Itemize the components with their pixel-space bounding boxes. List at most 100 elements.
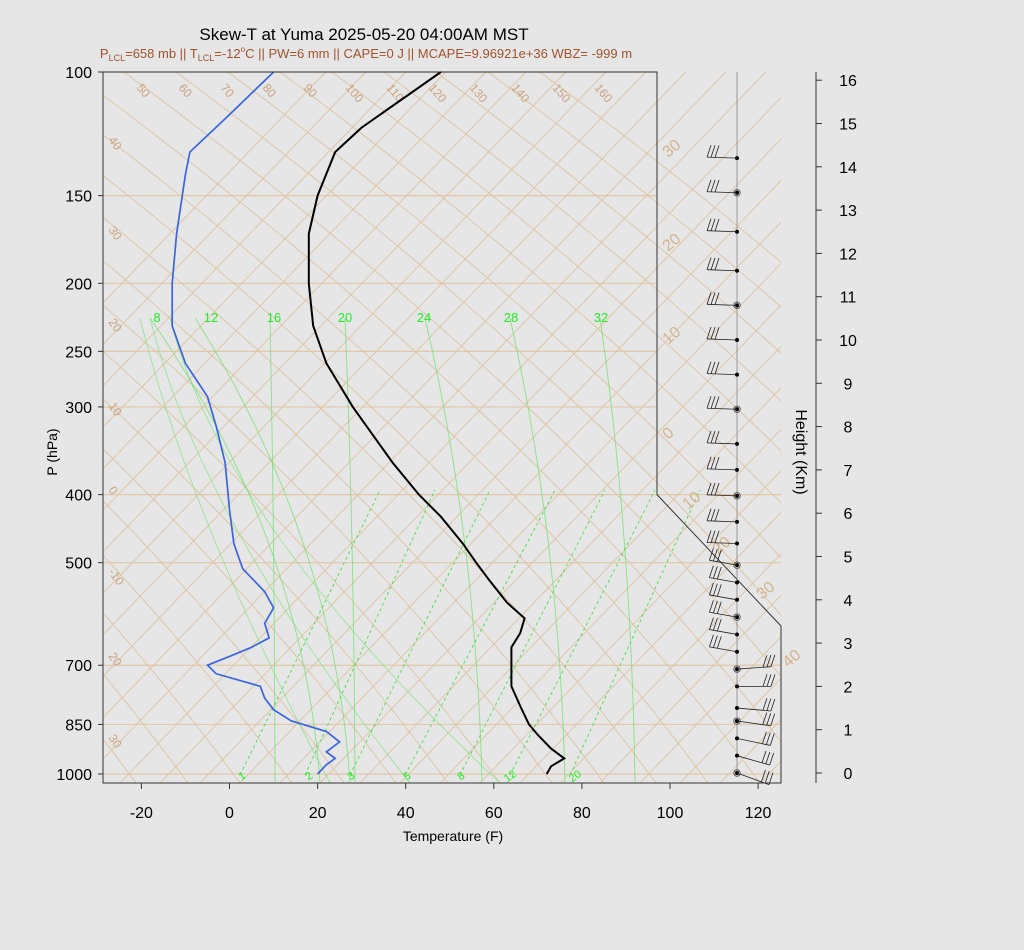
mixing-ratio-bottom-label: 12 <box>502 768 519 785</box>
dry-adiabat-line <box>103 738 137 783</box>
height-tick-label: 10 <box>839 333 857 350</box>
isotherm-left-label: 20 <box>106 650 125 669</box>
height-tick-label: 13 <box>839 203 857 220</box>
wind-barb-shaft <box>707 338 738 341</box>
wind-barb-shaft <box>707 230 738 233</box>
wind-barb-shaft <box>707 373 738 376</box>
wind-barb-flag <box>714 292 720 305</box>
wind-barb-flag <box>706 396 712 409</box>
x-tick-label: 100 <box>657 805 684 822</box>
moist-adiabat-grid <box>139 317 636 783</box>
wind-barb-shaft <box>707 520 738 523</box>
mixing-ratio-bottom-label: 20 <box>567 768 584 785</box>
mixing-ratio-top-label: 32 <box>594 310 608 325</box>
moist-adiabat-line <box>269 317 276 783</box>
wind-barb-flag <box>706 257 712 270</box>
wind-barb-flag <box>710 482 716 496</box>
wind-barb-flag <box>714 457 720 470</box>
mixing-ratio-bottom-label: 3 <box>345 770 357 783</box>
y-tick-label: 150 <box>65 189 92 206</box>
isotherm-left-label: -10 <box>106 566 128 589</box>
wind-barb-flag <box>770 654 776 667</box>
wind-barb-flag <box>769 752 775 766</box>
mixing-ratio-bottom-label: 2 <box>303 770 315 783</box>
isotherm-line <box>319 304 781 783</box>
wind-barb-flag <box>706 508 712 521</box>
mixing-ratio-top-label: 24 <box>417 310 431 325</box>
wind-barb-flag <box>769 733 775 746</box>
wind-barb-flag <box>706 218 712 231</box>
wind-barb-flag <box>762 655 768 668</box>
wind-barb-flag <box>765 732 771 745</box>
chart-title: Skew-T at Yuma 2025-05-20 04:00AM MST <box>199 25 528 44</box>
height-tick-label: 9 <box>844 376 853 393</box>
x-tick-label: 20 <box>309 805 327 822</box>
dry-adiabat-line <box>383 72 781 402</box>
wind-barb-flag <box>716 601 722 614</box>
isotherm-line <box>103 72 567 553</box>
moist-adiabat-line <box>344 317 356 783</box>
wind-barb-flag <box>714 327 720 340</box>
wind-barb-shaft <box>709 559 738 566</box>
dry-adiabat-line <box>175 72 781 616</box>
isotherm-line <box>103 72 647 636</box>
mixing-ratio-line <box>304 489 436 776</box>
isotherm-line <box>103 72 687 677</box>
isotherm-line <box>359 345 781 783</box>
wind-barb-flag <box>710 257 716 270</box>
height-tick-label: 12 <box>839 246 857 263</box>
wind-barb-shaft <box>707 542 738 544</box>
wind-barb-shaft <box>709 629 738 635</box>
height-tick-label: 6 <box>844 506 853 523</box>
wind-level-ring <box>733 769 741 777</box>
wind-barb-shaft <box>709 594 738 601</box>
wind-barb-flag <box>770 713 776 726</box>
dry-adiabat-label: 130 <box>467 81 491 106</box>
wind-barb-flag <box>716 566 722 580</box>
wind-barb-flag <box>714 218 720 232</box>
isotherm-line <box>103 72 607 594</box>
isotherm-line <box>960 36 1024 783</box>
height-tick-label: 11 <box>840 290 857 307</box>
isotherm-line <box>1000 36 1024 783</box>
dry-adiabat-label: 120 <box>426 81 450 106</box>
dry-adiabat-line <box>539 72 781 263</box>
dry-adiabat-line <box>123 72 781 678</box>
dry-adiabat-line <box>487 72 781 308</box>
wind-barb-shaft <box>736 666 771 670</box>
x-tick-label: 60 <box>485 805 503 822</box>
height-tick-label: 3 <box>844 636 853 653</box>
wind-barb-flag <box>706 292 712 305</box>
height-axis-label: Height (Km) <box>792 409 809 494</box>
wind-barb-flag <box>706 430 712 443</box>
wind-barb-flag <box>716 636 722 649</box>
isotherm-line <box>399 387 781 783</box>
wind-barb-flag <box>709 565 714 578</box>
isotherm-line <box>559 553 781 783</box>
dry-adiabat-line <box>435 72 781 354</box>
y-tick-label: 300 <box>65 400 92 417</box>
isotherm-line <box>103 72 527 511</box>
wind-barb-flag <box>714 361 720 374</box>
dry-adiabat-line <box>103 612 241 783</box>
dry-adiabat-line <box>227 72 781 559</box>
isotherm-line <box>159 138 781 783</box>
wind-barb-flag <box>712 548 718 562</box>
wind-barb-shaft <box>736 720 771 727</box>
subtitle-deg: o <box>241 45 246 54</box>
wind-barb-flag <box>710 430 716 444</box>
height-tick-label: 0 <box>844 766 853 783</box>
wind-barb-flag <box>762 674 768 687</box>
y-tick-label: 400 <box>65 488 92 505</box>
wind-barb-flag <box>770 698 776 712</box>
wind-barb-flag <box>765 751 771 765</box>
wind-barb-flag <box>710 508 716 522</box>
wind-barb-flag <box>709 617 714 630</box>
moist-adiabat-line <box>599 317 636 783</box>
isotherm-line <box>639 636 781 783</box>
isotherm-line <box>719 719 781 783</box>
dry-adiabat-line <box>103 174 709 783</box>
dry-adiabat-line <box>103 350 501 783</box>
wind-barb-shaft <box>707 191 738 194</box>
x-tick-label: -20 <box>130 805 153 822</box>
